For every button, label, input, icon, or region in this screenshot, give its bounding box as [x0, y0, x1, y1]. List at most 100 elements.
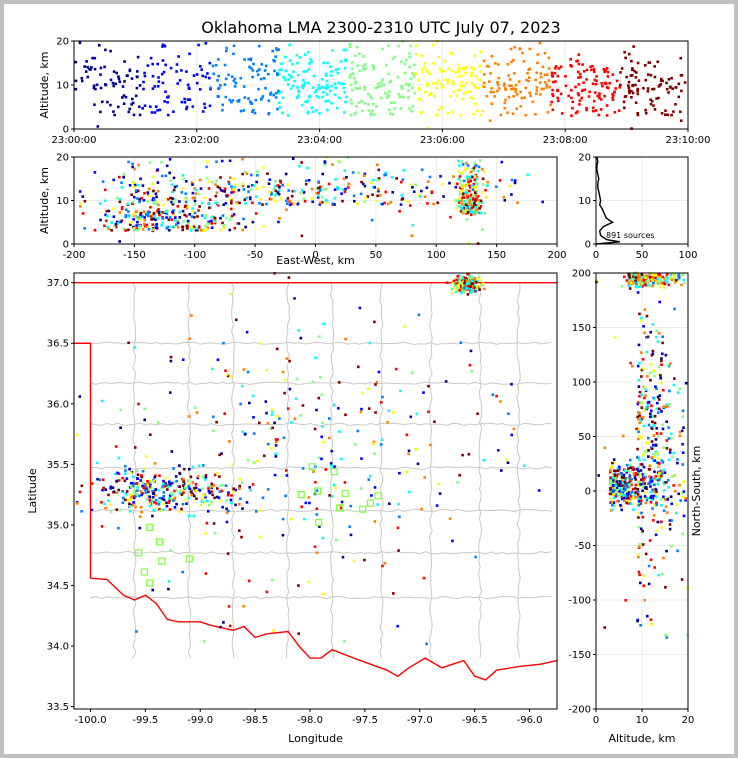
source-point-ew	[175, 184, 179, 188]
source-point-map	[465, 283, 468, 286]
source-point-time	[336, 71, 339, 75]
source-point-time	[401, 95, 405, 99]
source-point-ew	[185, 224, 189, 228]
source-point-ew	[186, 219, 190, 223]
source-point-map	[276, 414, 279, 418]
ns-panel-ytick-label: 150	[572, 323, 591, 334]
source-point-map	[131, 484, 135, 488]
source-point-ns	[636, 468, 639, 471]
source-point-ns	[608, 470, 612, 474]
source-point-time	[551, 108, 555, 112]
source-point-map	[213, 531, 217, 535]
source-point-ew	[482, 170, 486, 173]
source-point-ns	[637, 555, 640, 559]
source-point-ns	[640, 282, 644, 285]
source-point-time	[437, 55, 440, 59]
source-point-ns	[661, 427, 665, 431]
source-point-ns	[622, 496, 626, 500]
source-point-ew	[132, 185, 136, 189]
source-point-ew	[107, 209, 111, 213]
source-point-ns	[642, 416, 645, 419]
source-point-time	[528, 76, 531, 79]
source-point-ew	[314, 187, 318, 190]
source-point-ew	[347, 182, 351, 186]
source-point-time	[271, 49, 274, 53]
source-point-time	[599, 108, 603, 111]
source-point-map	[140, 493, 143, 497]
source-point-time	[407, 84, 411, 88]
source-point-ew	[145, 223, 149, 227]
source-point-ew	[157, 203, 160, 207]
source-point-map	[379, 443, 383, 446]
source-point-ns	[636, 273, 639, 277]
source-point-ew	[460, 185, 464, 189]
source-point-time	[585, 106, 588, 110]
source-point-ns	[595, 279, 599, 282]
source-point-ns	[652, 434, 656, 437]
source-point-ns	[678, 387, 681, 391]
source-point-map	[463, 279, 467, 283]
source-point-ew	[168, 158, 172, 161]
source-point-ew	[318, 189, 322, 192]
source-point-time	[617, 109, 621, 112]
source-point-map	[380, 401, 383, 404]
source-point-map	[104, 506, 107, 510]
source-point-ns	[665, 274, 669, 278]
source-point-ns	[646, 279, 649, 282]
source-point-map	[200, 500, 204, 503]
source-point-ew	[161, 217, 165, 220]
source-point-ew	[113, 224, 116, 228]
source-point-ew	[256, 170, 259, 174]
source-point-time	[545, 83, 548, 87]
source-point-time	[156, 109, 159, 112]
source-point-ew	[336, 185, 339, 189]
source-point-ns	[659, 376, 662, 380]
source-point-time	[122, 94, 126, 97]
source-point-ew	[362, 174, 366, 177]
source-point-time	[248, 65, 251, 69]
source-point-time	[667, 91, 670, 94]
source-point-time	[223, 63, 227, 67]
source-point-map	[139, 479, 142, 482]
source-point-ew	[270, 193, 273, 196]
source-point-time	[330, 101, 333, 105]
source-point-ew	[476, 169, 480, 173]
source-point-time	[644, 108, 647, 112]
source-point-time	[186, 98, 190, 101]
source-point-map	[121, 496, 125, 500]
source-point-time	[594, 82, 598, 86]
source-point-ns	[649, 485, 652, 488]
source-point-ew	[118, 197, 122, 201]
source-point-map	[100, 399, 104, 403]
source-point-ew	[214, 194, 218, 198]
source-point-ns	[681, 463, 684, 466]
source-point-time	[646, 90, 650, 93]
source-point-time	[449, 94, 452, 98]
source-point-ns	[638, 361, 641, 365]
source-point-map	[228, 440, 231, 443]
source-point-map	[476, 412, 479, 415]
source-point-ew	[472, 211, 475, 214]
source-point-time	[456, 88, 460, 92]
source-point-map	[225, 520, 229, 524]
source-point-map	[468, 287, 471, 291]
source-point-time	[442, 70, 446, 73]
source-point-ew	[191, 191, 195, 195]
source-point-ew	[139, 177, 142, 181]
source-point-time	[132, 113, 136, 117]
source-point-map	[466, 285, 469, 288]
source-point-time	[519, 104, 523, 108]
source-point-ew	[464, 203, 468, 206]
source-point-ew	[93, 171, 97, 174]
source-point-map	[134, 490, 137, 493]
source-point-time	[482, 85, 486, 89]
source-point-time	[252, 62, 255, 66]
source-point-ns	[655, 427, 658, 430]
source-point-time	[475, 109, 479, 113]
source-point-map	[182, 478, 185, 481]
source-point-ew	[409, 183, 412, 187]
source-point-map	[193, 406, 197, 409]
source-point-map	[301, 467, 305, 470]
source-point-map	[144, 485, 148, 488]
source-point-ew	[136, 184, 140, 187]
